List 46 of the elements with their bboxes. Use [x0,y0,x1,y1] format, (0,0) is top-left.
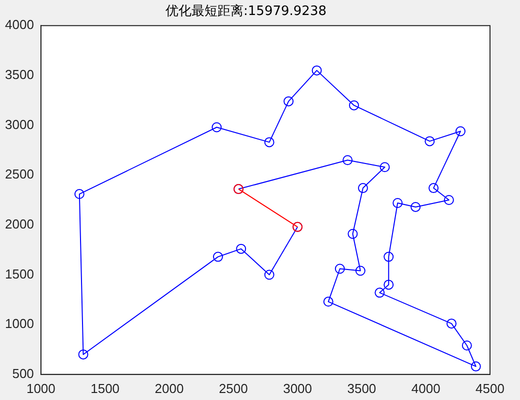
point [264,270,274,280]
x-tick-label: 4500 [476,380,504,396]
point [78,349,88,360]
y-tick-label: 3000 [5,116,34,132]
y-tick-label: 3500 [5,67,34,82]
point [348,100,359,110]
x-tick-label: 1500 [90,380,120,396]
point [384,280,394,290]
point [284,96,294,106]
x-tick-label: 2000 [154,380,184,396]
y-tick-label: 500 [12,366,34,381]
x-tick-label: 3000 [283,380,312,396]
x-tick-label: 4000 [411,380,440,396]
point [470,361,481,372]
point [384,252,394,262]
point [374,288,385,298]
point [392,198,403,208]
y-tick-label: 1500 [5,266,34,282]
point [355,266,366,276]
point [334,264,345,274]
point [380,162,390,172]
point [348,228,358,239]
point [212,122,222,132]
y-tick-label: 1000 [5,316,34,332]
y-tick-label: 2500 [5,166,34,182]
y-tick-label: 2000 [5,216,34,232]
point [424,136,435,146]
point [428,183,439,194]
x-tick-label: 1000 [26,380,56,396]
point [462,340,472,350]
point [410,202,421,212]
point [236,244,246,254]
point [323,296,334,307]
point [444,195,454,205]
point [455,126,466,136]
point [74,189,84,200]
point [342,155,353,166]
point [212,252,223,262]
y-tick-label: 4000 [5,17,34,32]
point [358,183,368,194]
chart-title: 优化最短距离:15979.9238 [166,3,326,20]
x-tick-label: 3500 [347,380,376,396]
point [446,318,457,329]
x-tick-label: 2500 [218,380,248,396]
point [264,137,274,148]
point [312,65,322,76]
